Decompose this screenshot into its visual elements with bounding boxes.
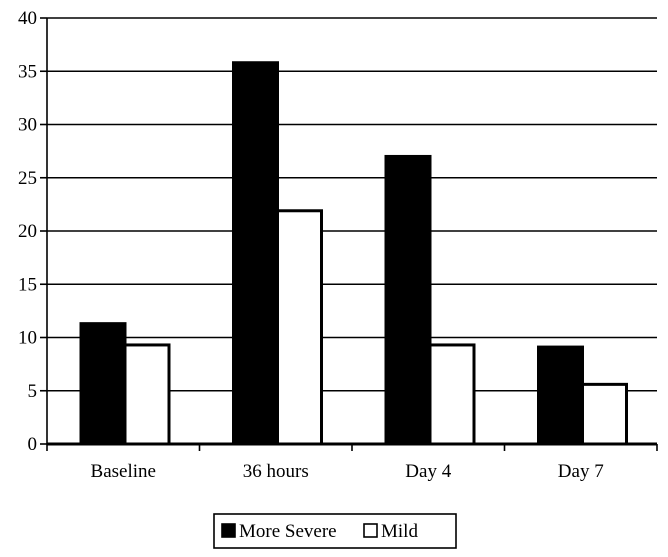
gridlines <box>47 17 657 392</box>
bar-mild-baseline <box>123 343 171 446</box>
y-tick-label-5: 5 <box>28 381 38 402</box>
bar-mild-day-4 <box>428 343 476 446</box>
y-tick-label-25: 25 <box>18 168 37 189</box>
y-tick-label-10: 10 <box>18 328 37 349</box>
x-tick-label-baseline: Baseline <box>91 461 156 482</box>
x-tick-label-day-4: Day 4 <box>405 461 451 482</box>
bar-more-severe-36-hours <box>232 61 279 446</box>
axes <box>40 17 658 451</box>
y-tick-labels: 0 5 10 15 20 25 30 35 40 <box>18 8 37 455</box>
y-tick-label-40: 40 <box>18 8 37 29</box>
legend-label-more-severe: More Severe <box>239 521 337 542</box>
legend-swatch-more-severe <box>221 523 236 538</box>
bar-more-severe-baseline <box>79 322 127 446</box>
bar-more-severe-day-7 <box>537 345 584 446</box>
bar-mild-day-7 <box>581 382 628 446</box>
y-tick-label-20: 20 <box>18 221 37 242</box>
bar-more-severe-day-4 <box>384 154 432 446</box>
legend: More Severe Mild <box>213 513 457 549</box>
y-tick-label-35: 35 <box>18 61 37 82</box>
bars <box>79 61 628 446</box>
x-tick-label-day-7: Day 7 <box>558 461 604 482</box>
x-tick-labels: Baseline 36 hours Day 4 Day 7 <box>91 461 604 482</box>
y-tick-label-15: 15 <box>18 274 37 295</box>
legend-swatch-mild <box>363 523 378 538</box>
bar-mild-36-hours <box>276 209 323 446</box>
x-tick-label-36-hours: 36 hours <box>243 461 309 482</box>
legend-box <box>213 513 457 549</box>
legend-label-mild: Mild <box>381 521 418 542</box>
y-tick-label-30: 30 <box>18 115 37 136</box>
y-tick-label-0: 0 <box>28 434 38 455</box>
